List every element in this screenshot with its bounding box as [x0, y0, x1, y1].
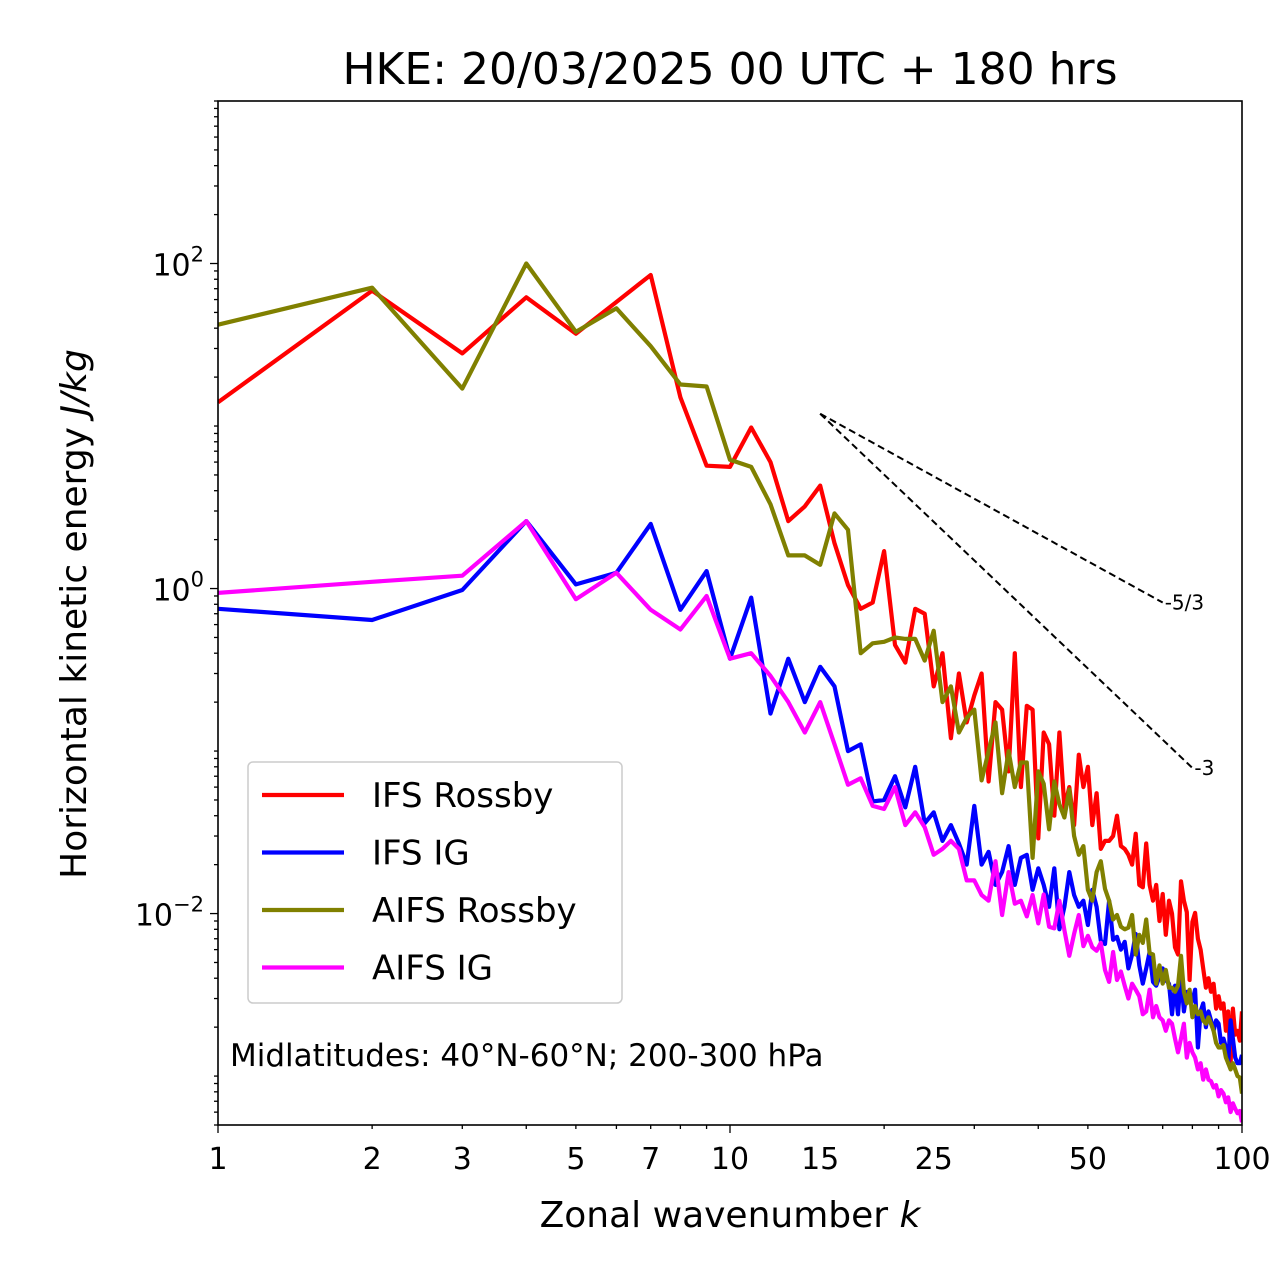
x-tick-label: 50 — [1069, 1142, 1107, 1177]
y-axis-ticks: 10−2 100 102 — [135, 100, 218, 1126]
legend-label: IFS Rossby — [372, 776, 553, 816]
x-tick-label: 15 — [801, 1142, 839, 1177]
reference-slope-line — [819, 412, 1164, 604]
series-line-aifs-ig — [218, 518, 1242, 1123]
reference-slope-line — [819, 413, 1194, 769]
reference-slope-label: -5/3 — [1165, 591, 1204, 615]
legend-label: IFS IG — [372, 834, 470, 874]
series-line-ifs-ig — [218, 518, 1242, 1066]
region-annotation: Midlatitudes: 40°N-60°N; 200-300 hPa — [230, 1038, 824, 1074]
legend-label: AIFS Rossby — [372, 891, 577, 931]
y-tick-label: 10−2 — [135, 893, 204, 934]
x-tick-label: 25 — [915, 1142, 953, 1177]
y-tick-label: 100 — [152, 568, 204, 609]
x-tick-label: 100 — [1213, 1142, 1270, 1177]
series-layer — [218, 261, 1242, 1123]
legend-box — [247, 761, 623, 1004]
series-line-aifs-rossby — [218, 261, 1242, 1094]
reference-slopes: -5/3 -3 — [819, 412, 1214, 780]
x-tick-label: 3 — [453, 1142, 472, 1177]
y-tick-label: 102 — [152, 243, 204, 284]
reference-slope-label: -3 — [1194, 756, 1214, 780]
x-tick-label: 1 — [208, 1142, 227, 1177]
x-tick-label: 2 — [363, 1142, 382, 1177]
y-axis-label: Horizontal kinetic energy J/kg — [54, 349, 95, 879]
plot-frame — [217, 100, 1243, 1126]
x-tick-label: 5 — [566, 1142, 585, 1177]
x-tick-label: 10 — [711, 1142, 749, 1177]
legend-label: AIFS IG — [372, 949, 493, 989]
x-axis-label: Zonal wavenumber k — [540, 1195, 923, 1236]
chart-title: HKE: 20/03/2025 00 UTC + 180 hrs — [342, 44, 1117, 95]
x-axis-ticks: 1 2 3 5 7 10 15 25 50 100 — [208, 1125, 1271, 1177]
x-tick-label: 7 — [641, 1142, 660, 1177]
legend: IFS Rossby IFS IG AIFS Rossby AIFS IG — [247, 761, 623, 1004]
